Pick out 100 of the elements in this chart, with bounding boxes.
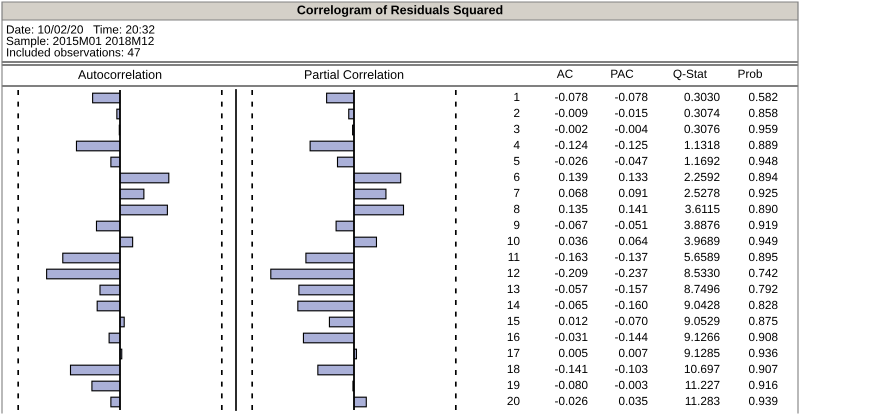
text: 0.939 [748, 396, 778, 406]
data-label: -0.067 [555, 220, 588, 230]
data-label: -0.163 [555, 252, 588, 262]
data-label: -0.124 [555, 140, 588, 150]
data-label: -0.078 [615, 92, 648, 102]
text: Date: 10/02/20 Time: 20:32 Sample: 2015M01 2018M12 Included observations: 47 [6, 25, 154, 57]
data-label: -0.047 [615, 156, 648, 166]
data-label: -0.004 [615, 124, 648, 134]
data-label: 0.068 [558, 188, 588, 198]
text: 9.0428 [684, 300, 720, 310]
data-label: -0.078 [555, 92, 588, 102]
data-label: -0.051 [615, 220, 648, 230]
text: 0.3076 [684, 124, 720, 134]
text: 0.936 [748, 348, 778, 358]
text: 0.890 [748, 204, 778, 214]
y-tick-label: 18 [508, 364, 520, 374]
text: 0.948 [748, 156, 778, 166]
text: 0.582 [748, 92, 778, 102]
text: 11.283 [686, 396, 720, 406]
data-label: 0.035 [618, 396, 648, 406]
data-label: 0.139 [558, 172, 588, 182]
text: 3.9689 [684, 236, 720, 246]
data-label: -0.009 [555, 108, 588, 118]
y-tick-label: 17 [508, 348, 520, 358]
text: 2.2592 [684, 172, 720, 182]
data-label: 0.005 [558, 348, 588, 358]
text: 0.858 [748, 108, 778, 118]
data-label: -0.209 [555, 268, 588, 278]
text: Correlogram of Residuals Squared [297, 5, 502, 17]
y-tick-label: 8 [514, 204, 520, 214]
data-label: -0.003 [615, 380, 648, 390]
data-label: -0.002 [555, 124, 588, 134]
text: PAC [611, 70, 634, 78]
data-label: -0.070 [615, 316, 648, 326]
y-tick-label: 5 [514, 156, 520, 166]
text: 9.0529 [684, 316, 720, 326]
text: 1.1692 [684, 156, 720, 166]
text: 9.1285 [684, 348, 720, 358]
y-tick-label: 2 [514, 108, 520, 118]
data-label: 0.064 [618, 236, 648, 246]
text: 0.919 [748, 220, 778, 230]
text: 8.7496 [684, 284, 720, 294]
y-tick-label: 20 [507, 396, 520, 406]
data-label: 0.135 [558, 204, 588, 214]
text: Q-Stat [673, 70, 707, 80]
y-tick-label: 19 [508, 380, 520, 390]
text: 0.925 [748, 188, 778, 198]
text: AC [556, 70, 573, 78]
text: 0.3030 [684, 92, 720, 102]
y-tick-label: 9 [514, 220, 520, 230]
text: 0.907 [748, 364, 778, 374]
y-tick-label: 3 [514, 124, 520, 134]
data-label: 0.012 [558, 316, 588, 326]
text: 0.894 [748, 172, 778, 182]
y-tick-label: 12 [508, 268, 520, 278]
text: 0.908 [748, 332, 778, 342]
data-label: 0.091 [618, 188, 648, 198]
text: 3.6115 [685, 204, 720, 214]
text: 0.889 [748, 140, 778, 150]
y-tick-label: 6 [514, 172, 520, 182]
x-axis-title: Partial Correlation [305, 70, 404, 80]
text: 11.227 [686, 380, 720, 390]
text: 9.1266 [684, 332, 720, 342]
text: 3.8876 [684, 220, 720, 230]
y-tick-label: 14 [508, 300, 520, 310]
text: 5.6589 [684, 252, 720, 262]
data-label: -0.065 [555, 300, 588, 310]
data-label: 0.141 [618, 204, 648, 214]
data-label: -0.015 [615, 108, 648, 118]
y-tick-label: 7 [514, 188, 520, 198]
text: 0.3074 [684, 108, 720, 118]
y-tick-label: 4 [514, 140, 520, 150]
y-tick-label: 1 [514, 92, 520, 102]
data-label: 0.007 [618, 348, 648, 358]
data-label: -0.026 [555, 396, 588, 406]
data-label: -0.080 [555, 380, 588, 390]
text: 0.959 [748, 124, 778, 134]
data-label: -0.031 [555, 332, 588, 342]
text: 0.828 [748, 300, 778, 310]
y-tick-label: 15 [508, 316, 520, 326]
text: 0.875 [748, 316, 778, 326]
data-label: -0.160 [615, 300, 648, 310]
y-tick-label: 16 [508, 332, 520, 342]
data-label: -0.137 [615, 252, 648, 262]
data-label: -0.144 [615, 332, 648, 342]
text: 0.916 [748, 380, 778, 390]
text: 10.697 [684, 364, 720, 374]
text: 2.5278 [684, 188, 720, 198]
text: Prob [738, 69, 762, 78]
y-tick-label: 10 [508, 236, 520, 246]
data-label: -0.157 [615, 284, 648, 294]
data-label: -0.103 [615, 364, 648, 374]
y-tick-label: 11 [508, 252, 520, 262]
text: 0.949 [748, 236, 778, 246]
text: 0.792 [748, 284, 778, 294]
data-label: 0.133 [618, 172, 648, 182]
text: 8.5330 [684, 268, 720, 278]
data-label: -0.125 [615, 140, 648, 150]
data-label: -0.057 [555, 284, 588, 294]
text: 0.895 [748, 252, 778, 262]
